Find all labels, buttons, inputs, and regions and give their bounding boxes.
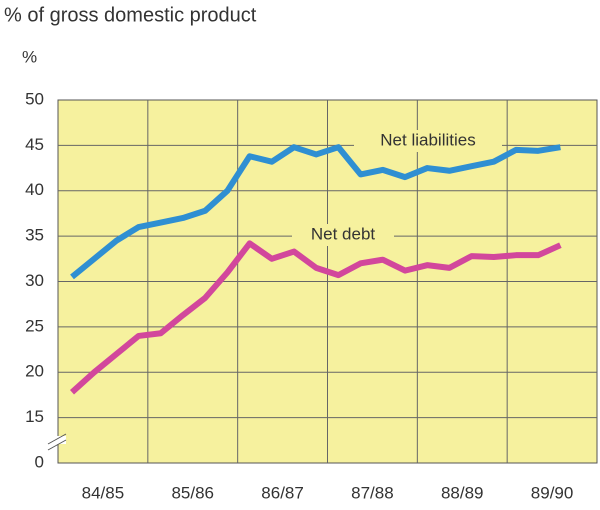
y-tick-label: 30 [25, 271, 44, 290]
series-label: Net debt [311, 224, 376, 243]
series-label: Net liabilities [380, 130, 475, 149]
x-tick-label: 86/87 [261, 483, 304, 502]
series-label-bg [354, 130, 502, 152]
chart-title: % of gross domestic product [4, 4, 257, 26]
y-unit-label: % [22, 47, 37, 66]
x-tick-label: 84/85 [82, 483, 125, 502]
axis-break-mark [47, 439, 67, 451]
series-line [69, 240, 562, 395]
y-tick-label: 50 [25, 89, 44, 108]
series-line [70, 144, 561, 280]
x-tick-label: 85/86 [171, 483, 214, 502]
x-tick-label: 88/89 [441, 483, 484, 502]
x-tick-label: 87/88 [351, 483, 394, 502]
y-tick-label: 15 [25, 407, 44, 426]
y-tick-label: 40 [25, 180, 44, 199]
y-tick-label: 25 [25, 316, 44, 335]
x-tick-label: 89/90 [531, 483, 574, 502]
y-tick-label: 20 [25, 362, 44, 381]
y-tick-label: 0 [35, 452, 44, 471]
axis-break-gap [50, 436, 66, 444]
axis-break-mark [47, 433, 67, 445]
y-tick-label: 45 [25, 135, 44, 154]
series-label-bg [292, 224, 394, 246]
y-tick-label: 35 [25, 226, 44, 245]
